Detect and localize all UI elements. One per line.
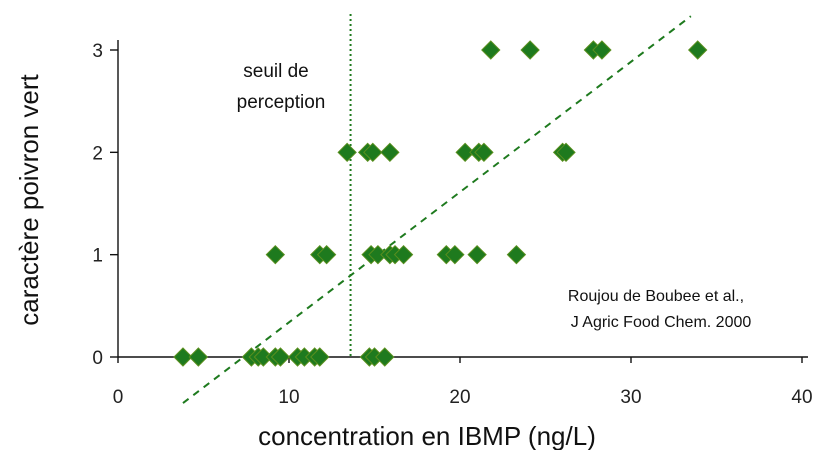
x-ticks: 0 10 20 30 40 [113,357,813,408]
data-point [506,244,527,265]
data-point [337,142,357,163]
data-point [520,40,540,60]
y-tick-label: 2 [92,143,103,164]
data-point [393,244,414,265]
citation-line1: Roujou de Boubee et al., [568,288,744,305]
data-point [363,142,383,163]
data-point [265,244,286,265]
data-point [380,142,400,163]
data-point [375,347,395,367]
threshold-label-line1: seuil de [243,61,309,82]
data-point [592,40,612,60]
data-point [173,347,193,367]
data-point [310,347,330,367]
data-point [556,142,576,163]
data-point [481,40,501,60]
data-point [455,142,475,163]
y-tick-label: 3 [92,41,103,62]
y-tick-label: 1 [92,246,103,267]
trend-line [182,15,692,404]
x-tick-label: 30 [620,387,641,408]
x-tick-label: 10 [278,387,299,408]
axes [117,40,808,358]
data-point [188,347,209,367]
y-tick-label: 0 [92,348,103,369]
data-point [270,347,291,367]
x-tick-label: 20 [449,387,470,408]
data-point [316,244,337,265]
citation-line2: J Agric Food Chem. 2000 [571,314,752,331]
data-point [687,40,708,60]
x-tick-label: 0 [113,387,124,408]
data-point [445,244,465,265]
x-axis-title: concentration en IBMP (ng/L) [258,421,596,450]
data-point [474,142,494,163]
data-point [467,244,487,265]
threshold-label-line2: perception [237,92,326,113]
y-ticks: 0 1 2 3 [92,41,118,369]
x-tick-label: 40 [791,387,812,408]
data-points [173,40,708,367]
y-axis-title: caractère poivron vert [14,74,44,326]
